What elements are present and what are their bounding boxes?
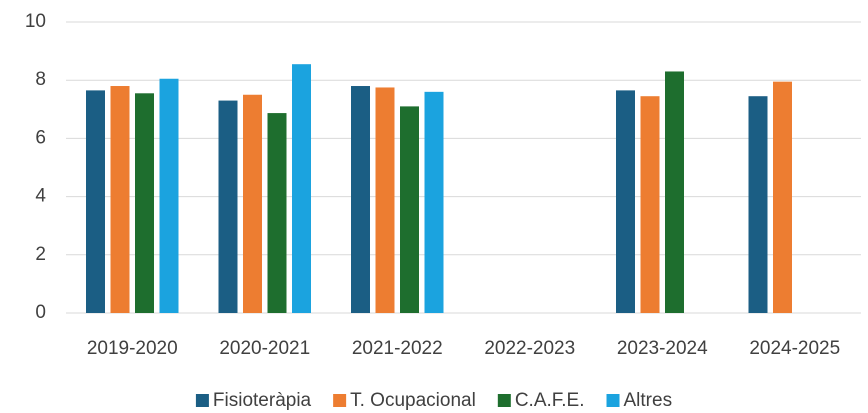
bar [110, 86, 130, 314]
bar [400, 106, 419, 313]
legend-label: C.A.F.E. [515, 390, 585, 411]
bar [665, 71, 684, 313]
bar [375, 87, 395, 313]
bar [351, 86, 370, 314]
y-tick-label: 2 [35, 244, 46, 265]
legend-swatch [606, 394, 620, 407]
y-tick-label: 0 [35, 302, 46, 323]
bar [243, 94, 262, 313]
y-tick-label: 6 [35, 127, 46, 148]
legend-swatch [195, 394, 209, 407]
bar [135, 93, 154, 313]
legend-swatch [333, 394, 347, 407]
legend-label: Altres [624, 390, 673, 411]
bar [748, 96, 768, 313]
bar [292, 64, 311, 313]
y-tick-label: 4 [35, 186, 46, 207]
legend-label: T. Ocupacional [350, 390, 476, 411]
x-tick-label: 2023-2024 [617, 338, 708, 359]
legend-label: Fisioteràpia [213, 390, 312, 411]
x-tick-label: 2024-2025 [749, 338, 840, 359]
bar [640, 96, 660, 313]
bar [773, 81, 792, 313]
x-tick-label: 2022-2023 [484, 338, 575, 359]
bar [267, 113, 287, 313]
bar [424, 91, 444, 313]
x-tick-label: 2021-2022 [352, 338, 443, 359]
bar [159, 78, 179, 314]
legend-swatch [497, 394, 511, 407]
y-tick-label: 10 [25, 11, 46, 32]
bar [218, 100, 238, 313]
x-tick-label: 2020-2021 [219, 338, 310, 359]
bar [86, 90, 105, 313]
x-tick-label: 2019-2020 [87, 338, 178, 359]
y-tick-label: 8 [35, 69, 46, 90]
bar [616, 90, 635, 313]
